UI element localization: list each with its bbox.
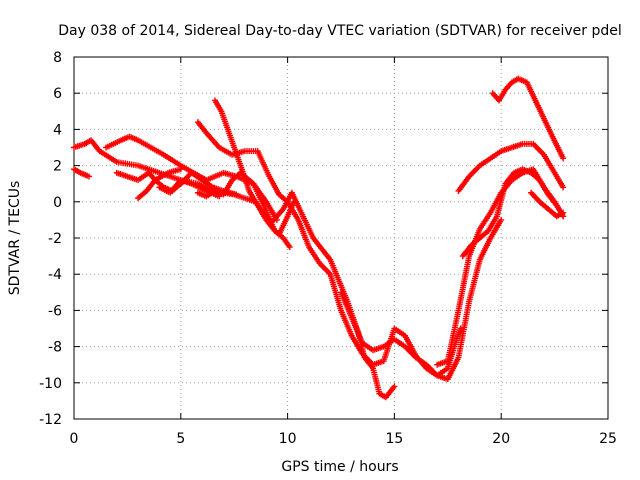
x-axis-label: GPS time / hours	[281, 459, 398, 475]
data-point	[233, 191, 240, 198]
x-tick-label: 0	[70, 431, 79, 447]
y-tick-label: -6	[48, 303, 62, 319]
y-tick-label: 0	[53, 195, 62, 211]
y-tick-label: -12	[39, 412, 62, 428]
series-track-9	[211, 97, 293, 251]
series-track-11	[284, 198, 464, 379]
series-track-2	[71, 166, 92, 180]
series-track-10	[194, 119, 291, 205]
data-point	[498, 216, 505, 223]
series-track-15	[455, 140, 567, 194]
x-tick-label: 10	[279, 431, 297, 447]
data-marks	[71, 75, 567, 401]
series-track-16	[489, 75, 567, 162]
y-axis-label: SDTVAR / TECUs	[7, 181, 23, 296]
y-tick-label: 6	[53, 86, 62, 102]
data-point	[391, 383, 398, 390]
y-tick-label: 2	[53, 159, 62, 175]
series-track-17	[528, 189, 567, 220]
series-track-12	[338, 216, 505, 383]
series-track-8	[194, 169, 280, 223]
data-point	[177, 166, 184, 173]
x-tick-label: 5	[176, 431, 185, 447]
data-point	[457, 325, 464, 332]
x-tick-label: 20	[492, 431, 510, 447]
data-point	[273, 216, 280, 223]
x-tick-label: 25	[599, 431, 617, 447]
data-point	[291, 198, 298, 205]
x-tick-label: 15	[385, 431, 403, 447]
data-point	[560, 184, 567, 191]
series-track-7	[177, 169, 240, 198]
grid	[74, 57, 608, 419]
data-point	[560, 209, 567, 216]
chart-title: Day 038 of 2014, Sidereal Day-to-day VTE…	[58, 23, 622, 39]
data-point	[560, 155, 567, 162]
data-point	[85, 173, 92, 180]
y-tick-label: -8	[48, 340, 62, 356]
data-point	[286, 244, 293, 251]
y-tick-label: 8	[53, 50, 62, 66]
y-tick-label: 4	[53, 122, 62, 138]
y-tick-label: -2	[48, 231, 62, 247]
y-tick-label: -4	[48, 267, 62, 283]
series-track-14	[459, 166, 567, 260]
y-tick-label: -10	[39, 376, 62, 392]
series-track-5	[135, 166, 184, 202]
